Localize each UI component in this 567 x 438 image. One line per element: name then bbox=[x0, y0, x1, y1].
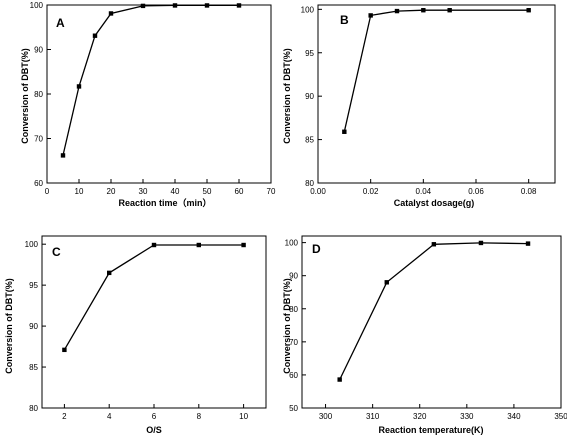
panel-b-plot-frame bbox=[317, 4, 556, 184]
panel-b-y-tick-label: 80 bbox=[305, 179, 314, 188]
panel-b-y-axis-label: Conversion of DBT(%) bbox=[282, 48, 292, 144]
panel-b-series-line bbox=[343, 9, 529, 132]
panel-a-x-axis-label: Reaction time（min） bbox=[118, 198, 211, 208]
panel-c-x-tick-label: 8 bbox=[197, 412, 202, 421]
panel-b-data-point bbox=[342, 129, 347, 134]
panel-d-y-tick-label: 100 bbox=[285, 239, 299, 248]
panel-b-y-tick-label: 100 bbox=[301, 5, 315, 14]
panel-a-series-line bbox=[62, 4, 239, 156]
panel-a-x-tick-label: 30 bbox=[139, 187, 148, 196]
panel-a-x-tick-label: 60 bbox=[235, 187, 244, 196]
panel-d-series-line bbox=[339, 242, 529, 380]
panel-c-plot: 2 4 6 8 10 80 85 90 95 100 bbox=[25, 235, 267, 421]
panel-a-x-tick-label: 20 bbox=[107, 187, 116, 196]
panel-d-x-tick-label: 320 bbox=[413, 412, 427, 421]
panel-d-data-point bbox=[431, 242, 437, 247]
panel-d-y-tick-label: 50 bbox=[289, 404, 298, 413]
panel-a-y-tick-label: 80 bbox=[34, 90, 43, 99]
panel-c-data-point bbox=[62, 347, 67, 353]
panel-c-data-point bbox=[107, 270, 112, 276]
panel-b-y-tick-label: 90 bbox=[305, 92, 314, 101]
panel-c-plot-frame bbox=[41, 235, 267, 409]
panel-d-x-tick-label: 340 bbox=[507, 412, 521, 421]
panel-d-data-point bbox=[478, 240, 484, 246]
panel-b-letter: B bbox=[340, 13, 349, 27]
panel-d-plot: 300 310 320 330 340 350 50 60 70 80 90 100 bbox=[285, 235, 567, 421]
panel-a-y-axis-label: Conversion of DBT(%) bbox=[20, 48, 30, 144]
panel-c-data-point bbox=[196, 242, 201, 248]
panel-d-x-tick-label: 330 bbox=[460, 412, 474, 421]
panel-c-x-tick-label: 2 bbox=[62, 412, 67, 421]
panel-c-y-tick-label: 90 bbox=[29, 322, 38, 331]
panel-d-data-point bbox=[384, 280, 389, 285]
panel-b-x-axis-label: Catalyst dosage(g) bbox=[394, 198, 475, 208]
panel-b-x-tick-label: 0.06 bbox=[468, 187, 484, 196]
panel-d-x-tick-label: 310 bbox=[366, 412, 380, 421]
panel-b-x-tick-label: 0.02 bbox=[363, 187, 379, 196]
panel-c-x-tick-label: 6 bbox=[152, 412, 157, 421]
panel-c-x-tick-label: 10 bbox=[239, 412, 248, 421]
panel-d-y-tick-label: 80 bbox=[289, 305, 298, 314]
panel-d-letter: D bbox=[312, 242, 321, 256]
panel-a-y-tick-label: 90 bbox=[34, 46, 43, 55]
panel-b-data-point bbox=[368, 13, 373, 18]
panel-c-letter: C bbox=[52, 245, 61, 259]
panel-c-data-point bbox=[151, 242, 157, 248]
panel-d-y-tick-label: 90 bbox=[289, 272, 298, 281]
panel-a-y-tick-label: 60 bbox=[34, 179, 43, 188]
panel-a-data-point bbox=[236, 3, 242, 8]
panel-d-y-tick-label: 60 bbox=[289, 371, 298, 380]
panel-d-x-tick-label: 350 bbox=[554, 412, 567, 421]
panel-c-y-tick-label: 80 bbox=[29, 404, 38, 413]
panel-a-x-tick-label: 0 bbox=[45, 187, 50, 196]
panel-a-y-tick-label: 70 bbox=[34, 135, 43, 144]
panel-a-data-point bbox=[108, 11, 114, 16]
panel-b-y-tick-label: 95 bbox=[305, 49, 314, 58]
panel-a-data-point bbox=[92, 33, 98, 38]
panel-c-data-point bbox=[241, 242, 246, 248]
panel-b-x-tick-label: 0.08 bbox=[521, 187, 537, 196]
panel-a-data-point bbox=[60, 153, 66, 158]
panel-a-x-tick-label: 40 bbox=[171, 187, 180, 196]
panel-c: C O/S Conversion of DBT(%) bbox=[4, 245, 162, 435]
panel-b-x-tick-label: 0.04 bbox=[416, 187, 432, 196]
panel-d-data-point bbox=[337, 377, 342, 382]
panel-d-x-tick-label: 300 bbox=[319, 412, 333, 421]
panel-c-series-line bbox=[63, 244, 244, 351]
panel-a-plot: 0 10 20 30 40 50 60 70 60 70 80 90 100 bbox=[30, 1, 276, 196]
panel-a-data-point bbox=[140, 3, 146, 9]
panel-d: D Reaction temperature(K) Conversion of … bbox=[282, 242, 484, 435]
panel-a: A Reaction time（min） Conversion of DBT(%… bbox=[20, 16, 212, 208]
panel-b-plot: 0.00 0.02 0.04 0.06 0.08 80 85 90 95 100 bbox=[301, 4, 556, 196]
panel-d-x-axis-label: Reaction temperature(K) bbox=[378, 425, 483, 435]
panel-d-y-tick-label: 70 bbox=[289, 338, 298, 347]
panel-a-y-tick-label: 100 bbox=[30, 1, 44, 10]
panel-a-x-tick-label: 50 bbox=[203, 187, 212, 196]
panel-a-data-point bbox=[172, 3, 178, 8]
panel-b-data-point bbox=[526, 8, 531, 13]
panel-a-plot-frame bbox=[46, 4, 272, 184]
panel-a-x-tick-label: 10 bbox=[75, 187, 84, 196]
panel-b-data-point bbox=[394, 8, 400, 14]
panel-b-data-point bbox=[447, 8, 452, 13]
panel-c-y-tick-label: 95 bbox=[29, 281, 38, 290]
panel-a-x-tick-label: 70 bbox=[267, 187, 276, 196]
panel-c-y-tick-label: 100 bbox=[25, 240, 39, 249]
panel-c-x-axis-label: O/S bbox=[146, 425, 162, 435]
panel-b-y-tick-label: 85 bbox=[305, 136, 314, 145]
panel-c-y-tick-label: 85 bbox=[29, 363, 38, 372]
panel-b: B Catalyst dosage(g) Conversion of DBT(%… bbox=[282, 13, 474, 208]
panel-b-x-tick-label: 0.00 bbox=[310, 187, 326, 196]
panel-d-data-point bbox=[525, 241, 531, 246]
panel-c-x-tick-label: 4 bbox=[107, 412, 112, 421]
panel-a-letter: A bbox=[56, 16, 65, 30]
panel-d-y-axis-label: Conversion of DBT(%) bbox=[282, 278, 292, 374]
panel-c-y-axis-label: Conversion of DBT(%) bbox=[4, 278, 14, 374]
panel-a-data-point bbox=[76, 84, 82, 89]
panel-b-data-point bbox=[421, 8, 426, 13]
panel-d-plot-frame bbox=[301, 235, 562, 409]
panel-a-data-point bbox=[204, 3, 210, 8]
